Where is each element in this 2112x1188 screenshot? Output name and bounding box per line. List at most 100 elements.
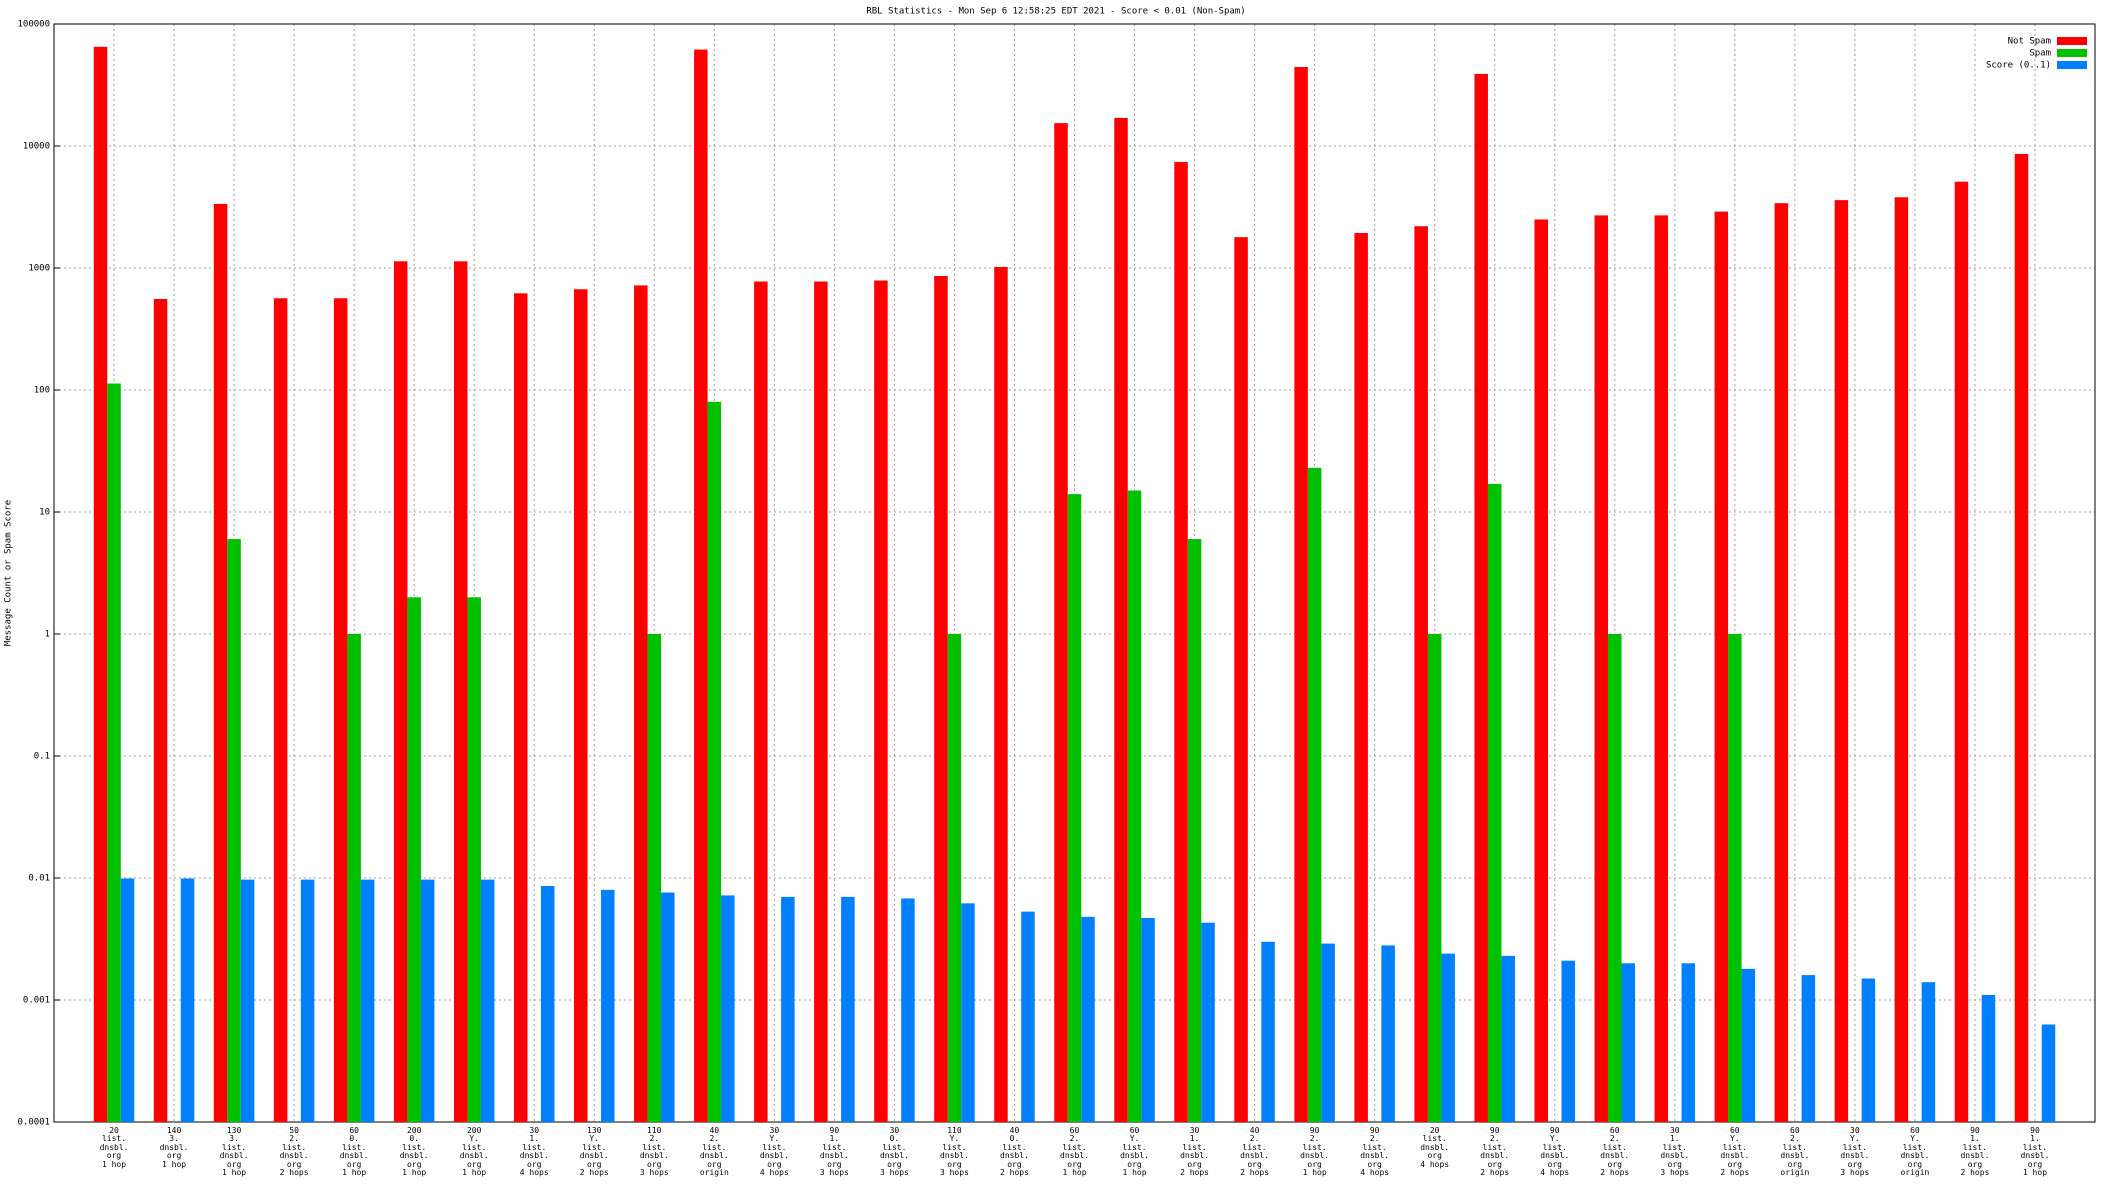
bar — [1114, 117, 1128, 1122]
bar — [841, 896, 855, 1122]
y-tick-label: 10000 — [23, 142, 50, 152]
bar — [1127, 490, 1142, 1123]
bar — [1834, 200, 1849, 1122]
x-tick-label: 130 Y. list. dnsbl. org 2 hops — [579, 1126, 609, 1178]
y-tick-label: 0.1 — [34, 752, 50, 762]
legend-swatch — [2057, 49, 2087, 57]
legend-swatch — [2057, 61, 2087, 69]
y-tick-label: 1000 — [28, 264, 50, 274]
bar — [1234, 237, 1248, 1123]
x-tick-label: 90 2. list. dnsbl. org 2 hops — [1480, 1126, 1510, 1178]
bar — [1261, 941, 1275, 1122]
x-tick-label: 60 2. list. dnsbl. org 2 hops — [1600, 1126, 1630, 1178]
legend-swatch — [2057, 37, 2087, 45]
bar — [1487, 483, 1502, 1122]
y-tick-label: 100000 — [17, 20, 50, 30]
bar — [1561, 960, 1575, 1122]
bar — [1081, 916, 1095, 1122]
x-tick-label: 60 Y. list. dnsbl. org origin — [1900, 1126, 1930, 1178]
bar — [1174, 161, 1188, 1122]
x-tick-label: 40 2. list. dnsbl. org origin — [699, 1126, 729, 1178]
bar — [781, 896, 795, 1122]
x-tick-label: 60 0. list. dnsbl. org 1 hop — [339, 1126, 369, 1178]
bar — [240, 879, 255, 1122]
bar — [300, 879, 315, 1122]
x-tick-label: 130 3. list. dnsbl. org 1 hop — [219, 1126, 249, 1178]
bar — [1774, 203, 1789, 1123]
bar — [1354, 233, 1368, 1123]
bar — [2014, 153, 2029, 1122]
bar — [634, 285, 648, 1123]
x-tick-label: 60 Y. list. dnsbl. org 1 hop — [1120, 1126, 1149, 1178]
bar — [213, 203, 228, 1123]
bar — [1321, 943, 1335, 1122]
bar — [1801, 975, 1816, 1122]
y-tick-label: 0.0001 — [17, 1118, 50, 1128]
bar — [1714, 211, 1729, 1122]
bar — [961, 903, 975, 1122]
bar — [647, 634, 662, 1122]
bar — [601, 889, 615, 1122]
bar — [1861, 978, 1876, 1122]
x-tick-label: 110 Y. list. dnsbl. org 3 hops — [939, 1126, 969, 1178]
bar — [934, 275, 948, 1122]
bar — [1187, 539, 1202, 1122]
chart-title: RBL Statistics - Mon Sep 6 12:58:25 EDT … — [866, 7, 1245, 17]
y-tick-label: 0.01 — [28, 874, 50, 884]
y-axis-label: Message Count or Spam Score — [4, 500, 14, 646]
bar — [754, 281, 768, 1122]
bar — [661, 892, 675, 1122]
bar — [1728, 634, 1742, 1122]
bar — [814, 281, 828, 1122]
bar — [513, 293, 528, 1122]
bar — [540, 885, 555, 1122]
bar — [273, 298, 288, 1122]
bar — [1954, 181, 1969, 1122]
bar — [1681, 963, 1696, 1122]
bar — [227, 539, 241, 1122]
bar — [93, 46, 108, 1122]
x-tick-label: 20 list. dnsbl. org 1 hop — [99, 1126, 129, 1169]
bar — [1381, 945, 1395, 1122]
bar — [1608, 634, 1622, 1122]
x-tick-label: 60 2. list. dnsbl. org 1 hop — [1060, 1126, 1089, 1178]
y-tick-label: 0.001 — [23, 996, 50, 1006]
x-tick-label: 30 1. list. dnsbl. org 3 hops — [1660, 1126, 1690, 1178]
bar — [333, 298, 348, 1122]
bar — [1441, 953, 1455, 1122]
x-tick-label: 90 1. list. dnsbl. org 1 hop — [2020, 1126, 2050, 1178]
x-tick-label: 30 1. list. dnsbl. org 2 hops — [1180, 1126, 1209, 1178]
x-tick-label: 90 1. list. dnsbl. org 2 hops — [1960, 1126, 1990, 1178]
x-tick-label: 30 1. list. dnsbl. org 4 hops — [519, 1126, 549, 1178]
bar — [2041, 1024, 2056, 1122]
legend-label: Not Spam — [2008, 37, 2051, 47]
x-tick-label: 140 3. dnsbl. org 1 hop — [159, 1126, 189, 1169]
bar — [153, 299, 168, 1122]
x-tick-label: 50 2. list. dnsbl. org 2 hops — [279, 1126, 309, 1178]
y-tick-label: 1 — [45, 630, 50, 640]
bar — [1921, 982, 1936, 1122]
bar — [574, 289, 588, 1122]
bar — [1621, 963, 1636, 1122]
bar — [1534, 219, 1548, 1123]
y-tick-label: 10 — [39, 508, 50, 518]
bar — [1501, 955, 1515, 1122]
bar — [1067, 494, 1082, 1123]
x-tick-label: 40 2. list. dnsbl. org 2 hops — [1240, 1126, 1270, 1178]
bar — [347, 634, 361, 1122]
bar — [467, 597, 481, 1122]
x-tick-label: 20 list. dnsbl. org 4 hops — [1420, 1126, 1450, 1169]
bar — [1981, 994, 1996, 1122]
x-tick-label: 40 0. list. dnsbl. org 2 hops — [1000, 1126, 1029, 1178]
bar — [1894, 197, 1909, 1122]
bar — [453, 261, 468, 1122]
bar — [901, 898, 915, 1122]
bar — [420, 879, 435, 1122]
bar — [107, 383, 121, 1123]
legend-label: Score (0..1) — [1986, 61, 2051, 71]
bar — [1141, 918, 1155, 1122]
bar — [1594, 215, 1609, 1122]
bar — [407, 597, 421, 1122]
x-tick-label: 30 Y. list. dnsbl. org 3 hops — [1840, 1126, 1870, 1178]
